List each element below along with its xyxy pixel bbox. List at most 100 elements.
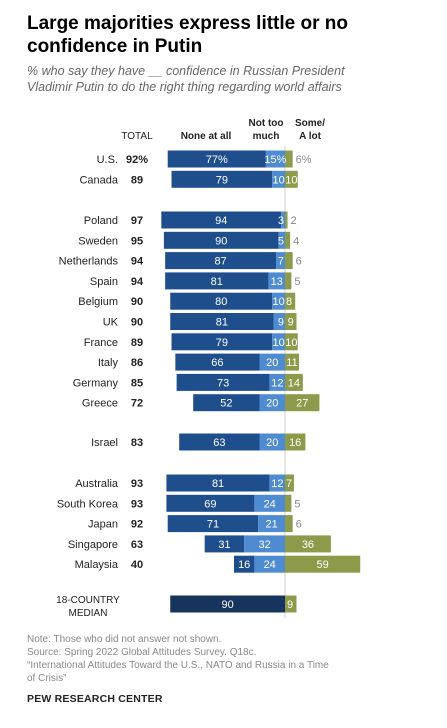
label-none-at-all-poland: 94 — [215, 215, 227, 227]
bar-not-too-much-spain — [268, 272, 285, 290]
label-some-a-lot-malaysia: 59 — [316, 559, 328, 571]
bar-not-too-much-canada — [272, 170, 285, 188]
total-value-singapore: 63 — [131, 539, 143, 551]
label-not-too-much-uk: 9 — [278, 317, 284, 329]
header-none-at-all: None at all — [181, 131, 232, 142]
total-value-germany: 85 — [131, 377, 143, 389]
label-some-a-lot-israel: 16 — [289, 437, 301, 449]
label-not-too-much-poland: 3 — [278, 215, 284, 227]
label-not-too-much-u-s-: 15% — [264, 154, 286, 166]
bar-not-too-much-uk — [273, 313, 285, 330]
bar-not-too-much-poland — [281, 211, 285, 229]
label-some-a-lot-u-s-: 6% — [296, 154, 312, 166]
chart-notes: Note: Those who did not answer not shown… — [27, 633, 417, 685]
note-text: Note: Those who did not answer not shown… — [27, 634, 222, 645]
bar-none-at-all-netherlands — [165, 252, 277, 270]
bar-some-a-lot-germany — [285, 373, 303, 391]
total-value-south-korea: 93 — [131, 498, 143, 510]
bar-some-a-lot-france — [285, 333, 298, 351]
label-not-too-much-south-korea: 24 — [264, 498, 276, 510]
bar-some-a-lot-netherlands — [285, 252, 293, 270]
label-none-at-all-australia: 81 — [212, 478, 224, 490]
label-none-at-all-uk: 81 — [216, 317, 228, 329]
bar-not-too-much-germany — [269, 373, 285, 391]
label-none-at-all-france: 79 — [216, 337, 228, 349]
label-not-too-much-spain: 13 — [271, 276, 283, 288]
label-some-a-lot-japan: 6 — [296, 519, 302, 531]
label-some-a-lot-uk: 9 — [288, 317, 294, 329]
bar-none-at-all-belgium — [170, 292, 273, 310]
total-value-australia: 93 — [131, 478, 143, 490]
label-none-at-all-sweden: 90 — [215, 235, 227, 247]
bar-none-at-all-uk — [170, 313, 274, 330]
bar-not-too-much-france — [272, 333, 285, 351]
country-label-israel: Israel — [91, 437, 118, 449]
label-none-at-all-canada: 79 — [216, 174, 228, 186]
label-not-too-much-belgium: 10 — [273, 296, 285, 308]
total-value-japan: 92 — [131, 519, 143, 531]
header-not-too-much-line-1: Not too — [249, 118, 284, 129]
diverging-bar-chart: TOTAL None at all Not too much Some/A lot U.S… — [56, 118, 361, 619]
total-value-sweden: 95 — [131, 235, 143, 247]
bar-some-a-lot-south-korea — [285, 494, 292, 512]
label-none-at-all-israel: 63 — [213, 437, 225, 449]
total-value-belgium: 90 — [131, 296, 143, 308]
total-value-italy: 86 — [131, 357, 143, 369]
bar-none-at-all-japan — [167, 515, 259, 533]
country-label-malaysia: Malaysia — [75, 559, 119, 571]
label-some-a-lot-belgium: 8 — [286, 296, 292, 308]
bar-some-a-lot-spain — [285, 272, 292, 290]
bar-not-too-much-greece — [259, 394, 285, 412]
bar-none-at-all-u-s- — [167, 150, 266, 168]
bar-not-too-much-australia — [269, 474, 285, 492]
label-none-at-all-u-s-: 77% — [206, 154, 228, 166]
label-some-a-lot-greece: 27 — [296, 398, 308, 410]
total-value-canada: 89 — [131, 174, 143, 186]
bar-none-at-all-france — [171, 333, 273, 351]
bar-none-at-all-canada — [171, 170, 273, 188]
bar-none-at-all-italy — [175, 353, 260, 371]
label-not-too-much-japan: 21 — [265, 519, 277, 531]
total-value-netherlands: 94 — [131, 256, 144, 268]
bar-not-too-much-sweden — [278, 231, 285, 249]
label-not-too-much-sweden: 5 — [278, 235, 284, 247]
bar-some-a-lot-japan — [285, 515, 293, 533]
bar-some-a-lot-italy — [285, 353, 300, 371]
label-some-a-lot-sweden: 4 — [293, 235, 299, 247]
source-text: Source: Spring 2022 Global Attitudes Sur… — [27, 647, 257, 658]
bar-none-at-all-spain — [165, 272, 269, 290]
bar-some-a-lot-sweden — [285, 231, 291, 249]
label-some-a-lot-germany: 14 — [288, 377, 300, 389]
country-label-u-s-: U.S. — [97, 154, 118, 166]
label-none-at-all-italy: 66 — [211, 357, 223, 369]
label-not-too-much-singapore: 32 — [258, 539, 270, 551]
bar-some-a-lot-belgium — [285, 292, 296, 310]
bar-none-at-all-germany — [176, 373, 270, 391]
header-some-a-lot-line-2: A lot — [299, 131, 322, 142]
bar-none-at-all-malaysia — [234, 555, 255, 573]
label-some-a-lot-singapore: 36 — [302, 539, 314, 551]
label-none-at-all-singapore: 31 — [218, 539, 230, 551]
bar-some-a-lot-canada — [285, 170, 298, 188]
label-none-at-all-greece: 52 — [220, 398, 232, 410]
label-none-at-all-malaysia: 16 — [238, 559, 250, 571]
bar-none-at-all-south-korea — [166, 494, 255, 512]
label-median-some-a-lot: 9 — [287, 599, 293, 611]
label-not-too-much-germany: 12 — [271, 377, 283, 389]
country-label-italy: Italy — [98, 357, 119, 369]
total-value-malaysia: 40 — [131, 559, 143, 571]
country-label-canada: Canada — [79, 174, 118, 186]
bar-none-at-all-israel — [179, 433, 260, 451]
bar-not-too-much-belgium — [272, 292, 285, 310]
pew-research-center-credit: PEW RESEARCH CENTER — [27, 693, 163, 705]
header-total: TOTAL — [121, 131, 153, 142]
bar-not-too-much-netherlands — [276, 252, 285, 270]
bar-not-too-much-malaysia — [254, 555, 285, 573]
bar-some-a-lot-greece — [285, 394, 320, 412]
country-label-germany: Germany — [73, 377, 119, 389]
bar-not-too-much-u-s- — [265, 150, 285, 168]
bar-none-at-all-australia — [166, 474, 270, 492]
bar-some-a-lot-malaysia — [285, 555, 361, 573]
country-label-poland: Poland — [84, 215, 118, 227]
report-title-line-1: “International Attitudes Toward the U.S.… — [27, 660, 329, 671]
